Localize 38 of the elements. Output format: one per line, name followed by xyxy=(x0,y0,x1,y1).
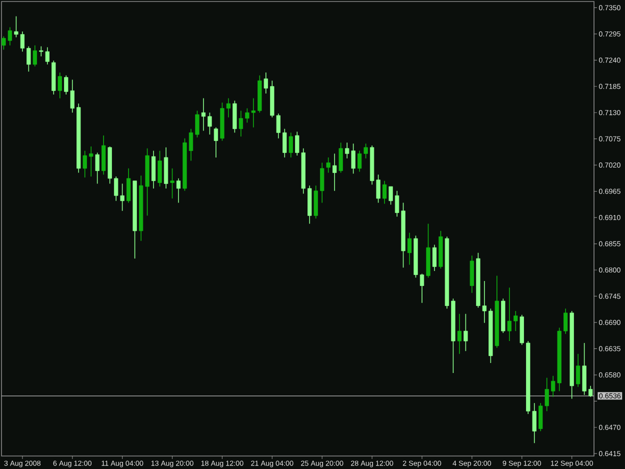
candlestick xyxy=(26,46,31,72)
candlestick xyxy=(514,310,518,332)
candlestick xyxy=(82,150,87,178)
candlestick xyxy=(326,157,330,174)
candlestick xyxy=(576,354,580,388)
candlestick xyxy=(457,313,462,354)
candlestick xyxy=(32,44,37,67)
candlestick xyxy=(264,72,268,94)
candlestick xyxy=(195,110,200,138)
candlestick xyxy=(238,110,244,137)
candlestick xyxy=(420,273,424,304)
candlestick xyxy=(394,190,400,217)
candlestick xyxy=(89,146,94,177)
candlestick xyxy=(332,153,337,192)
candlestick xyxy=(126,168,131,204)
candlestick xyxy=(282,128,287,158)
candlestick xyxy=(170,168,174,199)
candlestick xyxy=(588,385,593,398)
candlestick xyxy=(382,180,387,204)
candlestick xyxy=(564,308,568,334)
candlestick xyxy=(188,128,194,162)
candlestick xyxy=(432,244,437,272)
candlestick xyxy=(58,72,62,99)
candlestick xyxy=(376,174,380,204)
candlestick xyxy=(208,112,212,135)
candlestick xyxy=(338,142,343,174)
candlestick xyxy=(507,287,512,342)
candlestick xyxy=(407,232,412,266)
candlestick xyxy=(176,178,181,204)
candlestick xyxy=(388,186,393,206)
candlestick xyxy=(214,127,218,158)
candlestick xyxy=(320,162,324,204)
candlestick xyxy=(464,313,468,352)
candlestick xyxy=(201,98,206,132)
candlestick xyxy=(95,152,100,184)
candlestick xyxy=(288,132,293,158)
candlestick xyxy=(226,98,231,118)
candlestick xyxy=(158,150,162,187)
